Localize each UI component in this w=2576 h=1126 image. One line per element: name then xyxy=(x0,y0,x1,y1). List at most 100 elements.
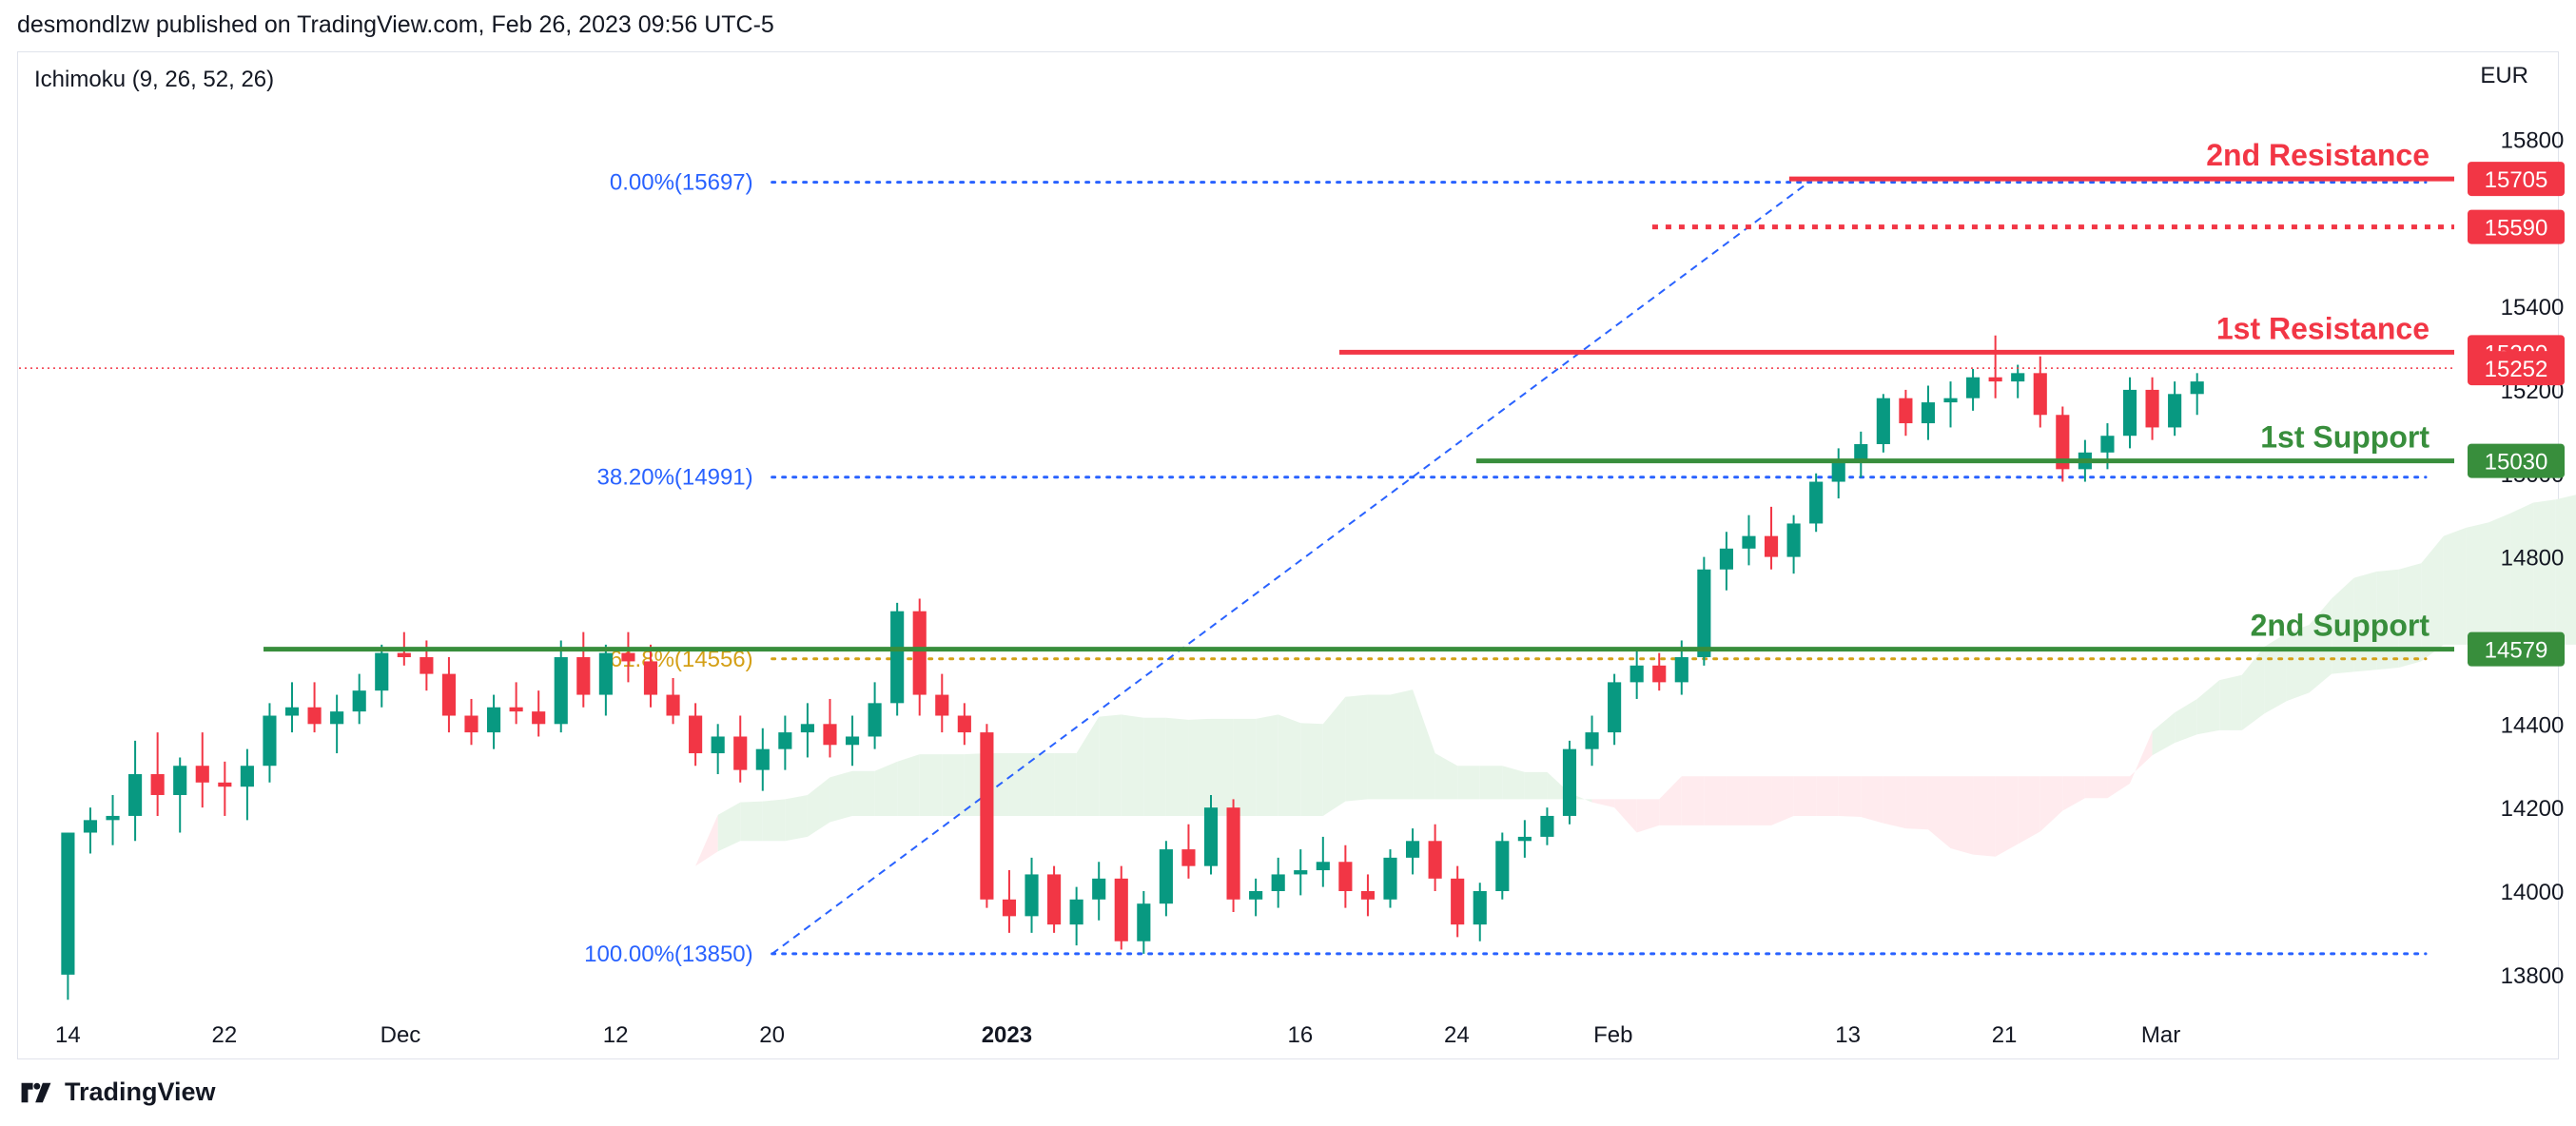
price-tag-label: 15590 xyxy=(2485,216,2548,242)
cloud-segment xyxy=(1188,718,1212,816)
candle-body xyxy=(666,694,680,716)
price-tag-label: 15705 xyxy=(2485,167,2548,193)
candle-body xyxy=(1608,682,1622,733)
cloud-segment xyxy=(2130,730,2153,784)
price-tag xyxy=(2468,351,2565,386)
cloud-segment xyxy=(2084,776,2108,799)
price-tag-label: 14579 xyxy=(2485,638,2548,664)
candle-body xyxy=(576,657,591,695)
candle-body xyxy=(1764,535,1779,557)
candle-body xyxy=(1047,874,1062,925)
cloud-segment xyxy=(2309,598,2332,693)
candle-body xyxy=(1271,874,1285,892)
cloud-segment xyxy=(1008,753,1032,816)
cloud-segment xyxy=(1143,717,1166,816)
cloud-segment xyxy=(1457,766,1480,800)
candle-body xyxy=(1988,377,2002,382)
price-tick-label: 14400 xyxy=(2501,712,2565,738)
cloud-segment xyxy=(2443,527,2467,645)
candle-body xyxy=(1585,732,1599,749)
candle-body xyxy=(1562,748,1577,816)
time-tick-label: Feb xyxy=(1593,1022,1632,1048)
candle-body xyxy=(1092,878,1106,900)
candle-body xyxy=(150,774,165,795)
candle-body xyxy=(1742,535,1756,549)
tradingview-brand-text: TradingView xyxy=(65,1077,216,1106)
candle-body xyxy=(1451,878,1465,925)
cloud-segment xyxy=(1367,694,1391,800)
cloud-segment xyxy=(1861,776,1883,824)
cloud-segment xyxy=(1031,753,1055,816)
cloud-segment xyxy=(1950,776,1974,855)
candle-body xyxy=(173,766,187,795)
cloud-segment xyxy=(2062,776,2085,811)
candle-body xyxy=(1473,891,1487,925)
cloud-segment xyxy=(2421,535,2444,662)
cloud-segment xyxy=(2018,776,2040,844)
cloud-segment xyxy=(2555,495,2576,645)
fibonacci-retracement: 0.00%(15697)38.20%(14991)61.8%(14556)100… xyxy=(584,170,2428,967)
cloud-segment xyxy=(785,794,808,842)
candle-body xyxy=(1540,815,1554,837)
candle-body xyxy=(755,748,770,770)
ichimoku-cloud xyxy=(695,495,2576,866)
candle-body xyxy=(689,715,703,754)
candlestick-series xyxy=(61,335,2204,1000)
cloud-segment xyxy=(2488,513,2511,645)
publisher-line: desmondlzw published on TradingView.com,… xyxy=(17,11,774,38)
candle-body xyxy=(240,766,254,787)
price-tick-label: 14000 xyxy=(2501,880,2565,905)
price-tag-label: 15252 xyxy=(2485,357,2548,382)
support-resistance-levels: 2nd Resistance 1st Resistance 1st Support 2… xyxy=(19,138,2454,652)
cloud-segment xyxy=(740,801,763,842)
price-tick-label: 14800 xyxy=(2501,546,2565,572)
cloud-segment xyxy=(1614,799,1637,833)
candle-body xyxy=(1383,857,1397,900)
cloud-segment xyxy=(1165,717,1189,816)
candle-body xyxy=(1719,548,1733,570)
cloud-segment xyxy=(1322,696,1346,816)
cloud-segment xyxy=(807,777,830,837)
cloud-segment xyxy=(2107,776,2131,799)
candle-body xyxy=(1943,398,1958,403)
indicator-label[interactable]: Ichimoku (9, 26, 52, 26) xyxy=(34,67,275,92)
time-tick-label: 21 xyxy=(1992,1022,2018,1048)
cloud-segment xyxy=(874,761,898,816)
cloud-segment xyxy=(1524,771,1548,800)
cloud-segment xyxy=(2376,569,2399,670)
candle-body xyxy=(890,611,905,704)
price-tag xyxy=(2468,631,2565,667)
time-tick-label: 24 xyxy=(1444,1022,1470,1048)
cloud-segment xyxy=(1905,776,1928,830)
candle-body xyxy=(1002,899,1017,917)
cloud-segment xyxy=(2510,502,2534,645)
candle-body xyxy=(845,736,860,746)
time-tick-label: Dec xyxy=(381,1022,421,1048)
candle-body xyxy=(464,715,478,733)
footer-brand[interactable]: TradingView xyxy=(17,1077,216,1107)
candle-body xyxy=(2122,389,2137,437)
candle-body xyxy=(1674,657,1688,683)
candle-body xyxy=(2190,381,2204,395)
candle-body xyxy=(912,611,927,695)
cloud-segment xyxy=(1278,714,1301,816)
cloud-segment xyxy=(1300,723,1323,816)
candle-body xyxy=(554,657,568,725)
candle-body xyxy=(397,652,411,658)
price-axis[interactable]: 1380014000142001440014600148001500015200… xyxy=(2468,127,2565,989)
candle-body xyxy=(1249,891,1263,900)
cloud-segment xyxy=(1434,753,1458,800)
candle-body xyxy=(1428,841,1442,879)
candle-body xyxy=(307,707,322,725)
currency-label[interactable]: EUR xyxy=(2480,63,2528,88)
cloud-segment xyxy=(1973,776,1996,857)
time-axis[interactable]: 14 22 Dec 12 20 2023 16 24 Feb 13 21 Mar xyxy=(55,1022,2180,1048)
candle-body xyxy=(330,711,344,725)
candle-body xyxy=(2033,373,2047,416)
cloud-segment xyxy=(1479,766,1503,800)
candle-body xyxy=(1809,481,1824,524)
cloud-segment xyxy=(2219,674,2242,730)
cloud-segment xyxy=(1054,753,1077,816)
candle-body xyxy=(2011,373,2025,382)
